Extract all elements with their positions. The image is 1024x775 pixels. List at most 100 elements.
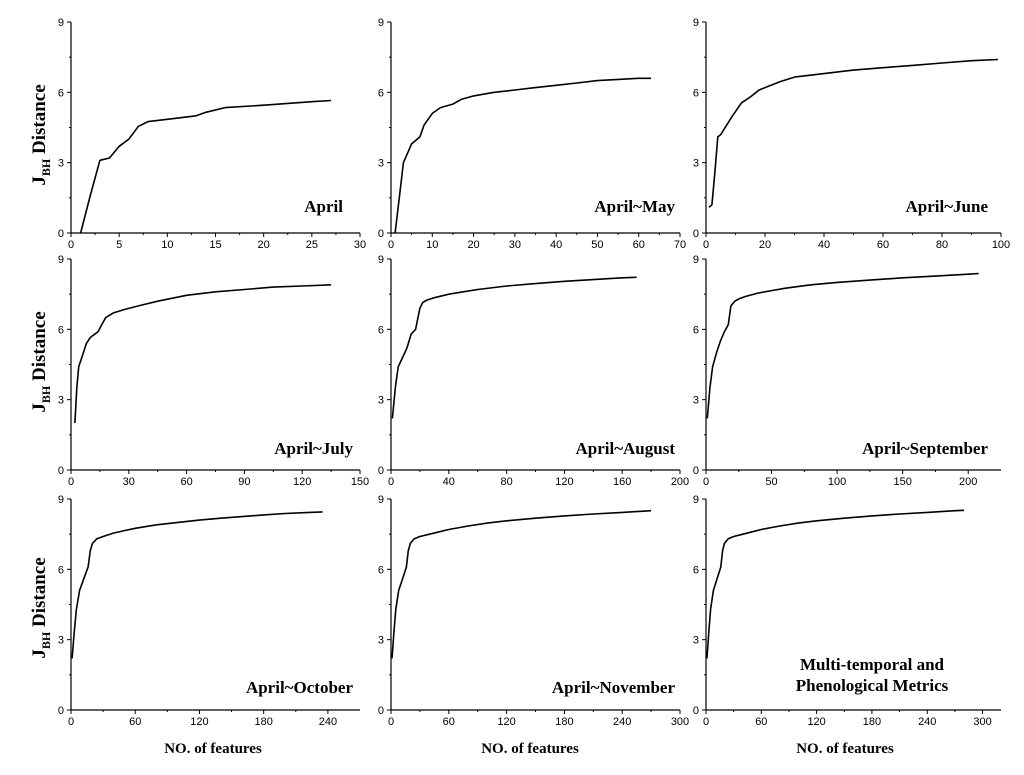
y-tick-label: 9 (378, 494, 384, 506)
x-axis-title-col-2: NO. of features (481, 741, 579, 757)
y-tick-label: 3 (693, 635, 699, 647)
x-tick-label: 60 (877, 239, 889, 251)
x-tick-label: 180 (863, 716, 881, 728)
panel-label: April~July (274, 439, 353, 458)
x-tick-label: 30 (509, 239, 521, 251)
panel-5: 0 3 6 9 0 40 80 120 160 200 April~August (378, 254, 689, 488)
x-tick-label: 0 (703, 716, 709, 728)
x-tick-label: 60 (443, 716, 455, 728)
y-tick-label: 3 (58, 158, 64, 170)
x-tick-label: 70 (674, 239, 686, 251)
series-line (391, 509, 652, 659)
svg-text:JBH Distance: JBH Distance (29, 311, 53, 412)
x-tick-label: 240 (319, 716, 337, 728)
x-tick-label: 40 (443, 476, 455, 488)
x-tick-label: 60 (633, 239, 645, 251)
x-tick-label: 180 (555, 716, 573, 728)
panel-label-line: Phenological Metrics (796, 676, 949, 695)
x-tick-label: 60 (180, 476, 192, 488)
panel-label-line: Multi-temporal and (800, 655, 945, 674)
y-tick-label: 6 (378, 564, 384, 576)
y-tick-label: 3 (58, 635, 64, 647)
x-tick-label: 15 (209, 239, 221, 251)
x-tick-label: 300 (973, 716, 991, 728)
y-tick-label: 9 (693, 17, 699, 29)
panel-label: April~August (575, 439, 675, 458)
y-tick-label: 9 (378, 17, 384, 29)
y-axis-title-main: J (29, 176, 50, 186)
x-tick-label: 160 (613, 476, 631, 488)
y-tick-label: 9 (693, 254, 699, 266)
x-tick-label: 20 (258, 239, 270, 251)
x-tick-label: 180 (254, 716, 272, 728)
x-tick-label: 120 (293, 476, 311, 488)
y-axis-title-row-2: JBH Distance (29, 311, 53, 412)
y-axis-title-row-1: JBH Distance (29, 84, 53, 185)
y-tick-label: 0 (693, 228, 699, 240)
x-tick-label: 60 (129, 716, 141, 728)
series-line (706, 272, 979, 419)
panel-3: 0 3 6 9 0 20 40 60 80 100 April~June (693, 17, 1010, 251)
y-tick-label: 9 (378, 254, 384, 266)
series-line (394, 77, 652, 234)
x-tick-label: 0 (703, 239, 709, 251)
y-tick-label: 0 (378, 465, 384, 477)
x-tick-label: 0 (388, 716, 394, 728)
y-tick-label: 6 (378, 87, 384, 99)
panel-1: 0 3 6 9 0 5 10 15 20 25 30 April (58, 17, 366, 251)
panel-label: Multi-temporal and Phenological Metrics (796, 655, 949, 695)
x-tick-label: 30 (354, 239, 366, 251)
y-tick-label: 0 (58, 228, 64, 240)
y-tick-label: 3 (378, 635, 384, 647)
svg-text:JBH Distance: JBH Distance (29, 557, 53, 658)
y-tick-label: 0 (378, 705, 384, 717)
x-tick-label: 120 (555, 476, 573, 488)
y-axis-title-rest: Distance (29, 557, 50, 631)
x-tick-label: 20 (467, 239, 479, 251)
y-axis-title-main: J (29, 649, 50, 659)
x-tick-label: 40 (818, 239, 830, 251)
x-tick-label: 150 (351, 476, 369, 488)
x-tick-label: 80 (936, 239, 948, 251)
x-tick-label: 80 (500, 476, 512, 488)
y-tick-label: 3 (693, 158, 699, 170)
x-tick-label: 200 (671, 476, 689, 488)
y-tick-label: 6 (378, 324, 384, 336)
y-tick-label: 0 (693, 705, 699, 717)
panel-9: 0 3 6 9 0 60 120 180 240 300 Multi-temporal and Phe… (693, 494, 1001, 728)
panel-label: April~September (862, 439, 988, 458)
x-tick-label: 0 (68, 476, 74, 488)
y-tick-label: 3 (58, 395, 64, 407)
y-tick-label: 0 (58, 705, 64, 717)
y-tick-label: 9 (58, 494, 64, 506)
series-line (71, 511, 323, 659)
y-tick-label: 9 (58, 254, 64, 266)
panel-label: April~October (246, 678, 353, 697)
series-line (79, 99, 332, 234)
y-tick-label: 9 (58, 17, 64, 29)
panel-8: 0 3 6 9 0 60 120 180 240 300 April~November (378, 494, 689, 728)
y-axis-title-sub: BH (39, 158, 53, 176)
y-axis-title-row-3: JBH Distance (29, 557, 53, 658)
panel-label: April~May (594, 197, 675, 216)
svg-text:JBH Distance: JBH Distance (29, 84, 53, 185)
x-tick-label: 100 (992, 239, 1010, 251)
y-tick-label: 0 (693, 465, 699, 477)
y-tick-label: 0 (378, 228, 384, 240)
x-tick-label: 10 (161, 239, 173, 251)
y-tick-label: 6 (693, 564, 699, 576)
x-axis-title-col-3: NO. of features (796, 741, 894, 757)
x-tick-label: 5 (116, 239, 122, 251)
y-axis-title-main: J (29, 403, 50, 413)
y-tick-label: 9 (693, 494, 699, 506)
x-tick-label: 150 (893, 476, 911, 488)
panel-label: April~June (905, 197, 988, 216)
y-axis-title-sub: BH (39, 385, 53, 403)
x-tick-label: 300 (671, 716, 689, 728)
x-tick-label: 60 (755, 716, 767, 728)
y-tick-label: 6 (58, 87, 64, 99)
x-tick-label: 240 (613, 716, 631, 728)
